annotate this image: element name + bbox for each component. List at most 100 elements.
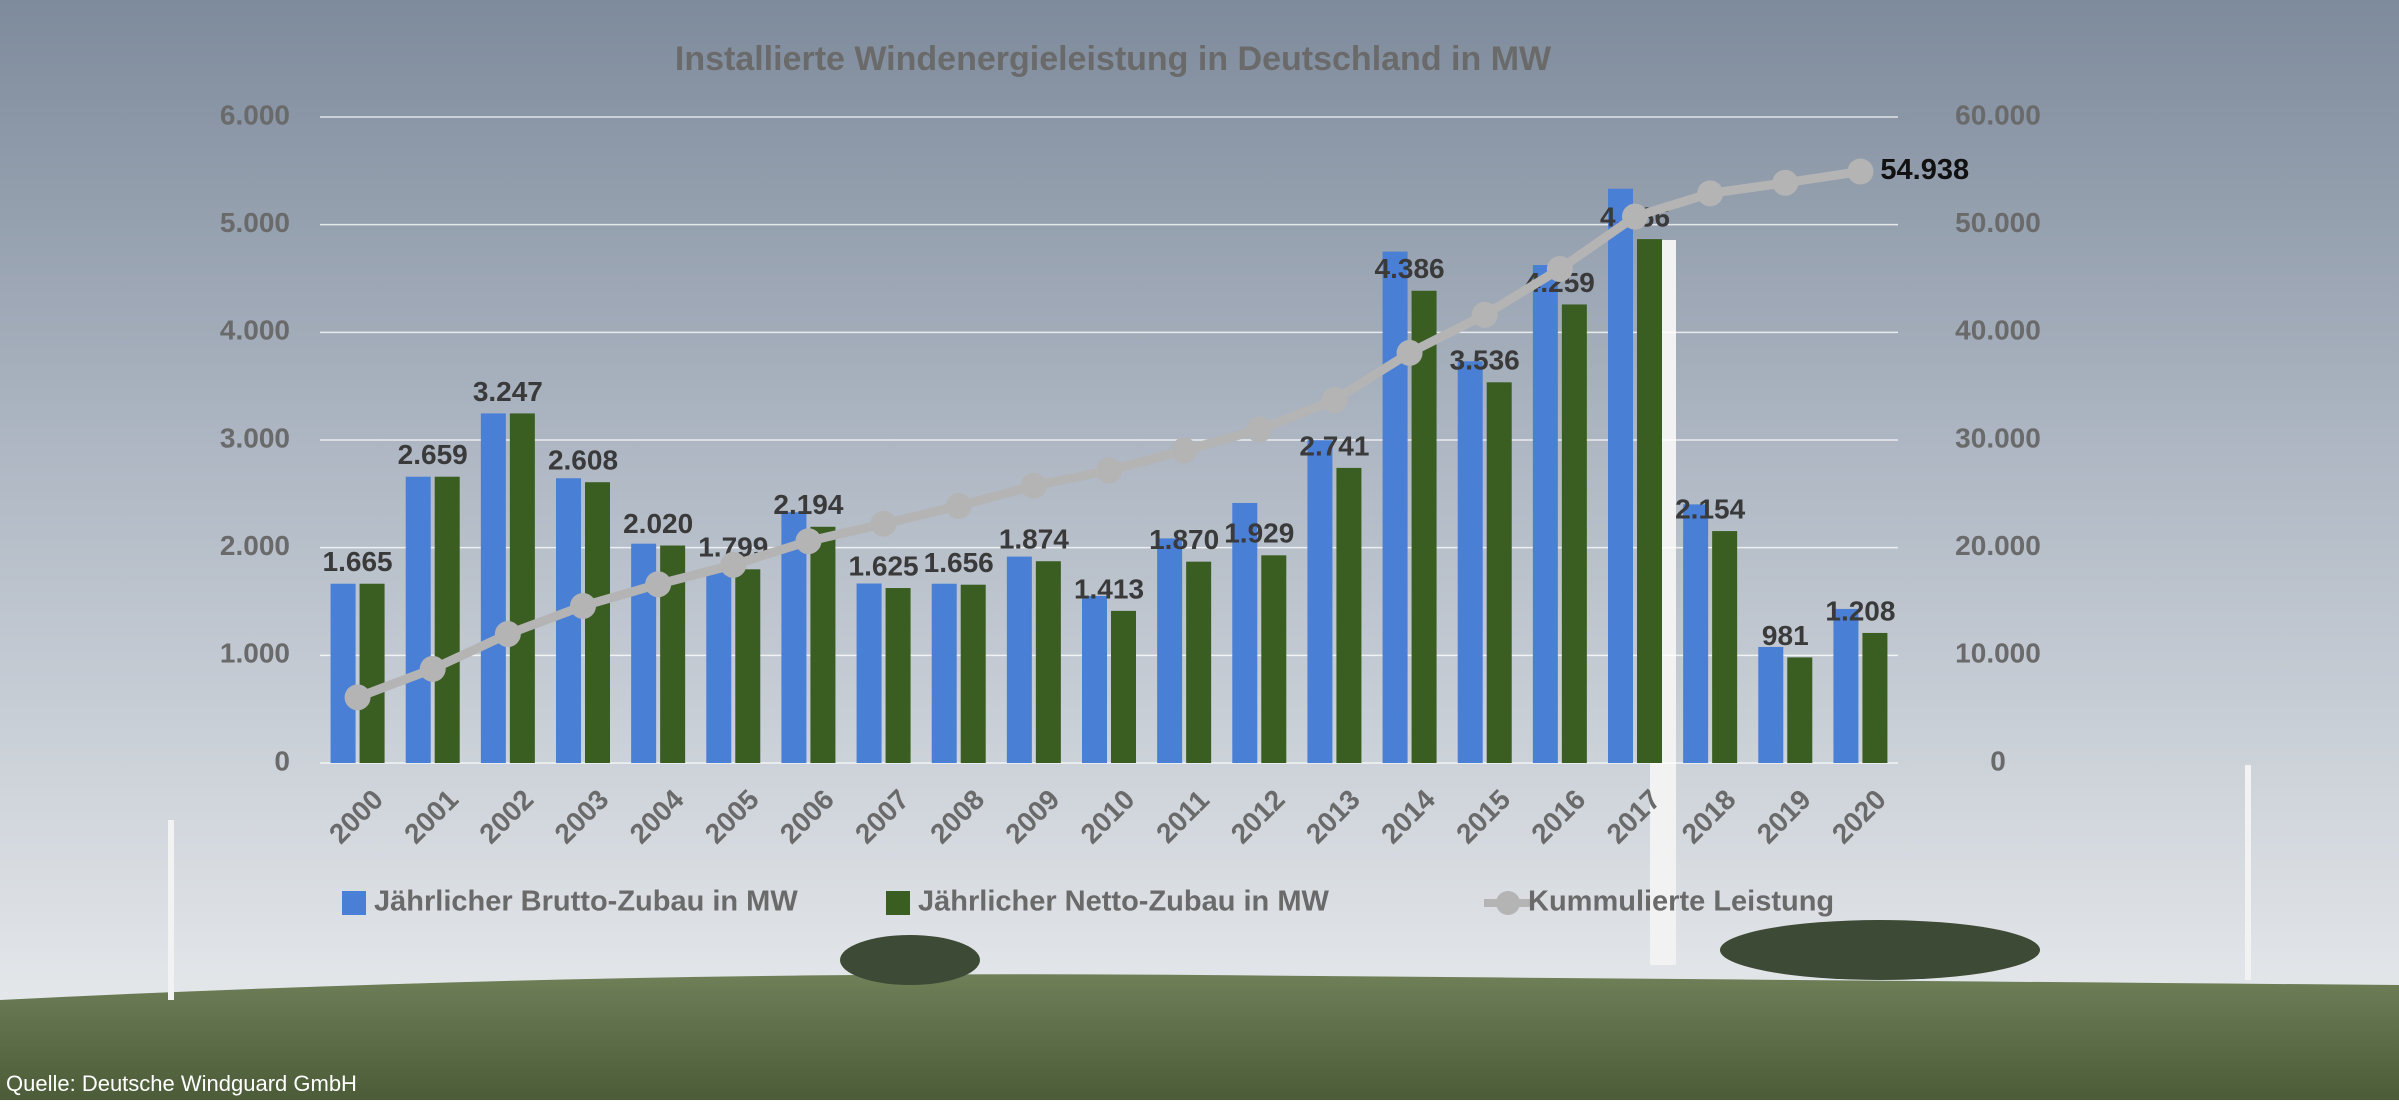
data-label: 1.625 <box>849 550 919 581</box>
bar <box>1862 633 1887 763</box>
line-point <box>570 593 596 619</box>
line-point <box>1622 204 1648 230</box>
legend-label: Jährlicher Netto-Zubau in MW <box>918 886 1329 918</box>
data-label: 2.154 <box>1675 493 1745 524</box>
bar <box>1157 538 1182 763</box>
bar <box>932 584 957 763</box>
data-label: 2.741 <box>1299 430 1369 461</box>
line-point <box>946 493 972 519</box>
bar <box>1111 611 1136 763</box>
line-point <box>420 656 446 682</box>
bar <box>1787 657 1812 763</box>
bar <box>360 584 385 763</box>
line-point <box>795 528 821 554</box>
y-tick-label: 5.000 <box>220 207 290 238</box>
data-label: 1.208 <box>1825 595 1895 626</box>
data-label: 4.386 <box>1375 253 1445 284</box>
bar <box>1533 265 1558 763</box>
line-point <box>1096 458 1122 484</box>
bar <box>331 584 356 763</box>
bar <box>1186 562 1211 763</box>
source-note: Quelle: Deutsche Windguard GmbH <box>6 1071 357 1096</box>
bar <box>1383 252 1408 763</box>
bar <box>435 477 460 763</box>
page: {"chart_data": {"type": "bar-line", "tit… <box>0 0 2399 1100</box>
data-label: 1.874 <box>999 524 1069 555</box>
line-point <box>720 552 746 578</box>
y2-tick-label: 20.000 <box>1955 530 2041 561</box>
trees <box>1720 920 2040 980</box>
background-field <box>0 974 2399 1100</box>
bar <box>481 413 506 763</box>
legend-swatch <box>342 891 366 915</box>
data-label: 1.656 <box>924 547 994 578</box>
bar <box>1833 609 1858 763</box>
line-point <box>1847 159 1873 185</box>
line-point <box>495 621 521 647</box>
y-tick-label: 0 <box>274 745 290 776</box>
y-tick-label: 1.000 <box>220 638 290 669</box>
y-tick-label: 2.000 <box>220 530 290 561</box>
data-label: 54.938 <box>1880 154 1969 186</box>
bar <box>1758 647 1783 763</box>
bar <box>1336 468 1361 763</box>
y2-tick-label: 40.000 <box>1955 315 2041 346</box>
data-label: 981 <box>1762 620 1809 651</box>
legend-label: Kummulierte Leistung <box>1528 886 1834 918</box>
data-label: 3.247 <box>473 376 543 407</box>
bar <box>585 482 610 763</box>
y2-tick-label: 60.000 <box>1955 99 2041 130</box>
line-point <box>1772 170 1798 196</box>
y2-tick-label: 30.000 <box>1955 422 2041 453</box>
chart: Installierte Windenergieleistung in Deut… <box>0 0 2399 1100</box>
legend-swatch <box>1496 891 1520 915</box>
bar <box>1307 440 1332 763</box>
y-tick-label: 4.000 <box>220 315 290 346</box>
bar <box>1562 304 1587 763</box>
bar <box>1036 561 1061 763</box>
bar <box>406 477 431 763</box>
line-point <box>871 511 897 537</box>
bar <box>810 527 835 763</box>
y2-tick-label: 0 <box>1990 745 2006 776</box>
bar <box>510 413 535 763</box>
bar <box>1487 382 1512 763</box>
bar <box>706 568 731 763</box>
line-point <box>1021 473 1047 499</box>
bar <box>857 584 882 763</box>
line-point <box>1321 387 1347 413</box>
line-point <box>345 684 371 710</box>
legend-swatch <box>886 891 910 915</box>
trees <box>840 935 980 985</box>
bar <box>1637 239 1662 763</box>
legend-label: Jährlicher Brutto-Zubau in MW <box>374 886 798 918</box>
bar <box>735 569 760 763</box>
bar <box>1007 557 1032 763</box>
line-point <box>1246 417 1272 443</box>
data-label: 1.929 <box>1224 518 1294 549</box>
y-tick-label: 6.000 <box>220 99 290 130</box>
background-sky <box>0 0 2399 1000</box>
turbine-tower <box>2245 765 2251 980</box>
data-label: 3.536 <box>1450 345 1520 376</box>
bar <box>1261 555 1286 763</box>
bar <box>1458 361 1483 763</box>
turbine-tower <box>168 820 174 1000</box>
line-point <box>1171 437 1197 463</box>
data-label: 1.413 <box>1074 573 1144 604</box>
bar <box>1683 504 1708 763</box>
line-point <box>1697 180 1723 206</box>
line-point <box>645 571 671 597</box>
line-point <box>1472 302 1498 328</box>
y2-tick-label: 10.000 <box>1955 638 2041 669</box>
data-label: 2.608 <box>548 445 618 476</box>
bar <box>556 478 581 763</box>
data-label: 1.665 <box>323 546 393 577</box>
line-point <box>1547 256 1573 282</box>
bar <box>886 588 911 763</box>
data-label: 2.659 <box>398 439 468 470</box>
chart-title: Installierte Windenergieleistung in Deut… <box>675 40 1552 78</box>
bar <box>1608 189 1633 763</box>
line-point <box>1397 340 1423 366</box>
data-label: 1.870 <box>1149 524 1219 555</box>
